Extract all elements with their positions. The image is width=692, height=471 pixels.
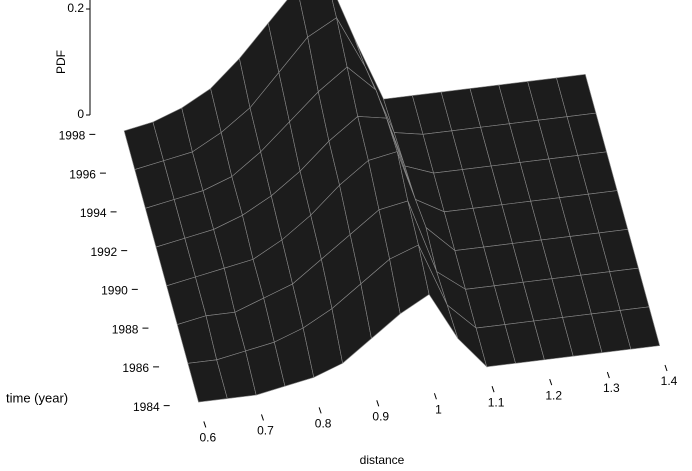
x-tick-label: 1.4 (661, 374, 678, 388)
y-axis-label: time (year) (6, 390, 68, 405)
y-tick-label: 1996 (69, 167, 96, 181)
y-tick-label: 1998 (59, 129, 86, 143)
x-tick (549, 378, 553, 386)
x-tick-label: 1 (435, 402, 442, 416)
x-tick (606, 371, 610, 379)
y-tick-label: 1988 (112, 322, 139, 336)
y-tick-label: 1990 (101, 284, 128, 298)
x-tick-label: 1.1 (488, 395, 505, 409)
x-tick (376, 400, 380, 407)
x-axis-label: distance (360, 453, 405, 467)
y-tick-label: 1986 (122, 361, 149, 375)
x-tick-label: 0.8 (315, 417, 332, 431)
z-tick-label: 0 (77, 107, 84, 121)
y-tick-label: 1984 (133, 400, 160, 414)
x-tick (491, 386, 495, 393)
x-tick (664, 364, 668, 372)
x-tick-label: 1.3 (603, 381, 620, 395)
x-tick-label: 0.9 (372, 409, 389, 423)
y-tick-label: 1994 (80, 206, 107, 220)
z-axis-label: PDF (54, 50, 68, 74)
x-tick-label: 0.6 (199, 431, 216, 445)
x-tick (318, 407, 322, 414)
x-tick (203, 421, 207, 428)
surface-cell (619, 306, 661, 350)
x-tick-label: 0.7 (257, 424, 274, 438)
x-tick (260, 414, 264, 421)
y-tick-label: 1992 (90, 245, 117, 259)
x-tick-label: 1.2 (545, 388, 562, 402)
z-tick-label: 0.2 (67, 1, 84, 15)
x-tick (433, 393, 437, 400)
